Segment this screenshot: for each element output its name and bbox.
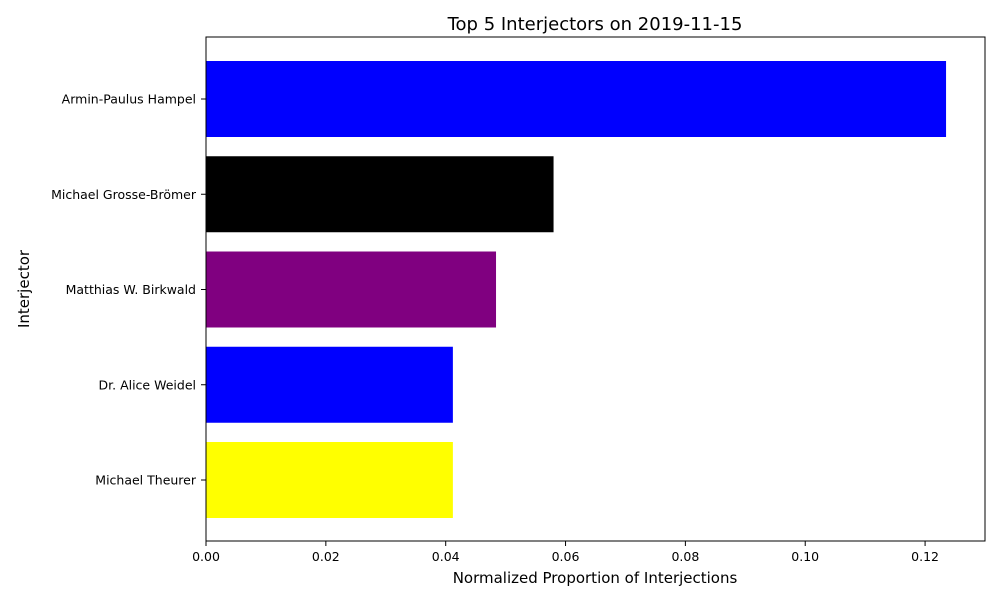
chart-title: Top 5 Interjectors on 2019-11-15 [447,14,743,35]
x-tick-label: 0.04 [432,549,460,564]
x-tick-label: 0.00 [192,549,220,564]
x-tick-label: 0.10 [791,549,819,564]
bar-2 [206,251,497,328]
y-tick-label: Dr. Alice Weidel [99,377,197,392]
y-ticks-group: Armin-Paulus Hampel Michael Grosse-Brömer… [51,92,206,488]
bar-4 [206,442,453,518]
bar-3 [206,346,453,423]
y-tick-label: Matthias W. Birkwald [66,282,196,297]
plot-frame [205,36,986,542]
y-axis-label: Interjector [15,249,33,328]
y-tick-label: Armin-Paulus Hampel [62,92,196,107]
x-ticks-group: 0.00 0.02 0.04 0.06 0.08 0.10 0.12 [192,541,939,564]
x-tick-label: 0.12 [911,549,939,564]
y-tick-label: Michael Theurer [95,473,197,488]
y-tick-label: Michael Grosse-Brömer [51,187,197,202]
x-tick-label: 0.06 [552,549,580,564]
x-tick-label: 0.08 [671,549,699,564]
x-tick-label: 0.02 [312,549,340,564]
bars-group [206,61,947,518]
bar-0 [206,61,947,137]
x-axis-label: Normalized Proportion of Interjections [453,569,738,587]
bar-1 [206,156,554,233]
